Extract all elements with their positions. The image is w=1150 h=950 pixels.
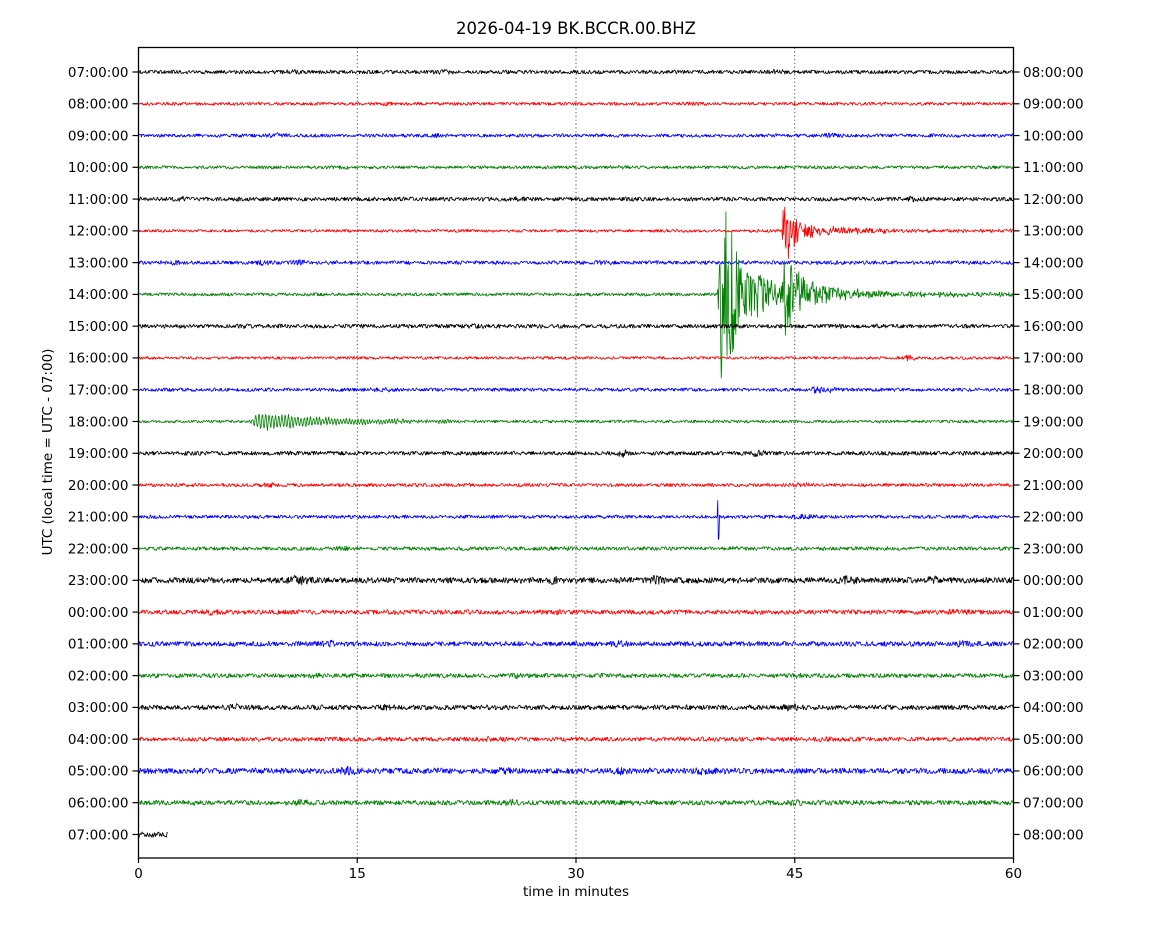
trace-row-190000	[138, 449, 1014, 458]
y-tick-label-right: 01:00:00	[1023, 605, 1084, 621]
y-tick-label-left: 15:00:00	[68, 319, 129, 335]
x-axis-label: time in minutes	[523, 884, 629, 900]
x-tick-label: 45	[786, 866, 803, 882]
trace-row-080000	[138, 101, 1014, 107]
y-tick-label-left: 07:00:00	[68, 65, 129, 81]
trace-row-210000	[138, 500, 1014, 540]
trace-row-230000	[138, 575, 1014, 586]
y-tick-label-right: 14:00:00	[1023, 255, 1084, 271]
y-tick-label-right: 19:00:00	[1023, 414, 1084, 430]
y-tick-label-left: 09:00:00	[68, 128, 129, 144]
x-tick-label: 15	[349, 866, 366, 882]
x-tick-label: 60	[1005, 866, 1022, 882]
x-tick-label: 30	[567, 866, 584, 882]
y-tick-label-right: 04:00:00	[1023, 700, 1084, 716]
y-tick-label-left: 04:00:00	[68, 732, 129, 748]
trace-row-040000	[138, 735, 1014, 743]
y-tick-label-right: 07:00:00	[1023, 796, 1084, 812]
x-tick-label: 0	[134, 866, 143, 882]
y-tick-label-right: 17:00:00	[1023, 351, 1084, 367]
y-tick-label-right: 08:00:00	[1023, 827, 1084, 843]
trace-area	[138, 69, 1014, 838]
y-tick-label-left: 11:00:00	[68, 192, 129, 208]
trace-row-010000	[138, 639, 1014, 648]
y-tick-label-left: 10:00:00	[68, 160, 129, 176]
y-tick-label-left: 19:00:00	[68, 446, 129, 462]
y-tick-label-right: 11:00:00	[1023, 160, 1084, 176]
y-tick-label-left: 03:00:00	[68, 700, 129, 716]
trace-row-160000	[138, 354, 1014, 362]
y-tick-label-right: 15:00:00	[1023, 287, 1084, 303]
trace-row-090000	[138, 132, 1014, 139]
trace-row-170000	[138, 386, 1014, 394]
y-tick-label-left: 08:00:00	[68, 97, 129, 113]
trace-row-070000	[138, 831, 168, 838]
trace-row-150000	[138, 323, 1014, 329]
trace-row-030000	[138, 703, 1014, 712]
trace-row-020000	[138, 672, 1014, 680]
y-tick-label-right: 05:00:00	[1023, 732, 1084, 748]
y-tick-label-left: 07:00:00	[68, 827, 129, 843]
trace-row-130000	[138, 259, 1014, 267]
trace-row-200000	[138, 482, 1014, 488]
y-tick-label-right: 02:00:00	[1023, 637, 1084, 653]
trace-row-070000	[138, 69, 1014, 75]
y-tick-label-left: 12:00:00	[68, 224, 129, 240]
trace-row-180000	[138, 413, 1014, 431]
y-tick-label-left: 20:00:00	[68, 478, 129, 494]
y-tick-label-left: 22:00:00	[68, 541, 129, 557]
y-tick-label-left: 17:00:00	[68, 383, 129, 399]
y-tick-label-left: 05:00:00	[68, 764, 129, 780]
y-tick-label-left: 06:00:00	[68, 796, 129, 812]
plot-title: 2026-04-19 BK.BCCR.00.BHZ	[456, 19, 696, 38]
y-tick-label-left: 18:00:00	[68, 414, 129, 430]
y-tick-label-right: 22:00:00	[1023, 510, 1084, 526]
y-tick-label-right: 10:00:00	[1023, 128, 1084, 144]
y-axis-label: UTC (local time = UTC - 07:00)	[40, 349, 56, 556]
trace-row-000000	[138, 608, 1014, 616]
axis-ticks	[132, 71, 1020, 863]
trace-row-060000	[138, 798, 1014, 807]
y-tick-label-right: 08:00:00	[1023, 65, 1084, 81]
y-tick-label-right: 18:00:00	[1023, 383, 1084, 399]
trace-row-050000	[138, 765, 1014, 776]
y-tick-label-right: 12:00:00	[1023, 192, 1084, 208]
y-tick-label-left: 21:00:00	[68, 510, 129, 526]
trace-row-220000	[138, 545, 1014, 552]
trace-row-110000	[138, 195, 1014, 203]
y-tick-label-left: 02:00:00	[68, 668, 129, 684]
trace-row-100000	[138, 165, 1014, 170]
y-tick-label-right: 21:00:00	[1023, 478, 1084, 494]
y-tick-label-right: 09:00:00	[1023, 97, 1084, 113]
trace-row-140000	[138, 211, 1014, 379]
axis-tick-labels: 07:00:00 08:00:00 08:00:00 09:00:00 09:00:00…	[68, 65, 1084, 882]
y-tick-label-left: 16:00:00	[68, 351, 129, 367]
y-tick-label-right: 00:00:00	[1023, 573, 1084, 589]
y-tick-label-right: 23:00:00	[1023, 541, 1084, 557]
y-tick-label-left: 23:00:00	[68, 573, 129, 589]
y-tick-label-left: 13:00:00	[68, 255, 129, 271]
y-tick-label-right: 16:00:00	[1023, 319, 1084, 335]
y-tick-label-right: 06:00:00	[1023, 764, 1084, 780]
trace-row-120000	[138, 206, 1014, 259]
y-tick-label-right: 03:00:00	[1023, 668, 1084, 684]
y-tick-label-right: 20:00:00	[1023, 446, 1084, 462]
y-tick-label-left: 00:00:00	[68, 605, 129, 621]
y-tick-label-left: 01:00:00	[68, 637, 129, 653]
y-tick-label-right: 13:00:00	[1023, 224, 1084, 240]
y-tick-label-left: 14:00:00	[68, 287, 129, 303]
